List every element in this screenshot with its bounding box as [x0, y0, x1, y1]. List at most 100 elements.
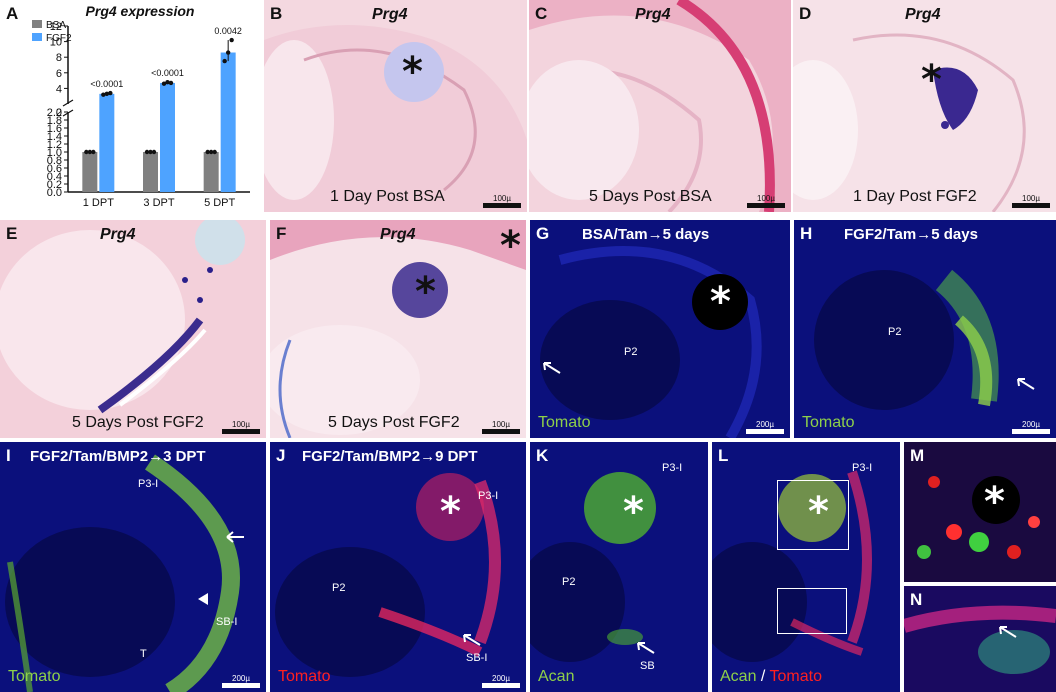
fluorescence-image: [794, 220, 1056, 438]
y-tick-label: 1.8: [47, 115, 62, 127]
panel-i: I FGF2/Tam/BMP2→3 DPT P3-I SB-I T Tomato…: [0, 442, 266, 692]
asterisk-marker: *: [921, 57, 942, 103]
data-point: [151, 149, 157, 155]
y-tick-label: 0.2: [47, 179, 62, 191]
bar-fgf2: [160, 82, 175, 192]
tissue-image: [264, 0, 527, 212]
fluorescence-image: [0, 442, 266, 692]
panel-f: F Prg4 * * 5 Days Post FGF2 100µ: [270, 220, 526, 438]
panel-h: H FGF2/Tam→5 days P2 Tomato 200µ: [794, 220, 1056, 438]
region-label-p3-i: P3-I: [138, 478, 159, 490]
panel-j: J FGF2/Tam/BMP2→9 DPT * P3-I P2 SB-I Tom…: [270, 442, 526, 692]
data-point: [148, 149, 153, 155]
region-label-p3-i: P3-I: [852, 462, 873, 474]
fluorescence-image: [904, 586, 1056, 692]
data-point: [87, 149, 93, 155]
p-value-label: <0.0001: [90, 79, 123, 89]
scale-bar: 100µ: [747, 194, 785, 208]
legend-label: FGF2: [46, 33, 72, 44]
panel-k: K * P3-I P2 SB Acan: [530, 442, 708, 692]
y-tick-label: 1.4: [47, 131, 62, 143]
scale-bar: 100µ: [222, 420, 260, 434]
scale-bar: 200µ: [1012, 420, 1050, 434]
bar-fgf2: [99, 93, 115, 192]
tissue-image: [793, 0, 1056, 212]
stain-label: Tomato: [802, 414, 855, 431]
scale-bar: 200µ: [482, 674, 520, 688]
tissue-image: [270, 220, 526, 438]
gene-label: Prg4: [100, 226, 136, 243]
panel-letter: H: [800, 224, 813, 243]
stain-label: Acan / Tomato: [720, 668, 822, 685]
legend-swatch: [32, 33, 42, 41]
y-tick-label: 1.2: [47, 139, 62, 151]
panel-c: C Prg4 5 Days Post BSA 100µ: [529, 0, 791, 212]
scale-bar: 200µ: [222, 674, 260, 688]
region-label-t: T: [140, 648, 147, 660]
panel-a-chart: A Prg4 expression 0.0 0.2 0.4 0.6 0.8 1.0 1.2 1.…: [0, 0, 262, 212]
y-tick-label: 0.6: [47, 163, 62, 175]
p-value-label: <0.0001: [151, 68, 184, 78]
arrow-indicator: [463, 634, 481, 646]
region-label-p2: P2: [332, 582, 346, 594]
panel-b: B Prg4 * 1 Day Post BSA 100µ: [264, 0, 527, 212]
y-tick-label: 10: [50, 37, 62, 49]
bar-fgf2: [220, 52, 236, 192]
zoom-box-m: [777, 480, 849, 550]
y-tick-label: 1.0: [47, 147, 62, 159]
panel-g: G BSA/Tam→5 days * P2 Tomato 200µ: [530, 220, 790, 438]
axis-break-mark: [62, 99, 74, 107]
stain-label: Tomato: [538, 414, 591, 431]
bar-bsa: [143, 152, 158, 192]
arrow-indicator: [1017, 378, 1035, 390]
panel-title: BSA/Tam→5 days: [582, 226, 710, 243]
panel-letter: E: [6, 224, 18, 243]
zoom-box-n: [777, 588, 847, 634]
asterisk-marker: *: [415, 269, 436, 315]
x-tick-label: 3 DPT: [143, 197, 174, 209]
x-tick-label: 5 DPT: [204, 197, 235, 209]
panel-letter: J: [276, 446, 286, 465]
gene-label: Prg4: [380, 226, 416, 243]
y-tick-label: 1.6: [47, 123, 62, 135]
fluorescence-image: [530, 220, 790, 438]
asterisk-marker: *: [808, 489, 829, 535]
panel-letter: M: [910, 446, 925, 465]
scale-bar: 100µ: [1012, 194, 1050, 208]
y-tick-label: 12: [50, 21, 62, 33]
arrowhead-indicator: [198, 593, 208, 605]
y-tick-label: 2.0: [47, 107, 62, 119]
scale-bar: 100µ: [482, 420, 520, 434]
data-point: [205, 149, 210, 155]
panel-letter: F: [276, 224, 287, 243]
scale-bar: 200µ: [746, 420, 784, 434]
panel-title: FGF2/Tam/BMP2→9 DPT: [302, 448, 478, 465]
panel-m: M *: [904, 442, 1056, 582]
data-point: [84, 149, 89, 155]
gene-label: Prg4: [635, 6, 671, 23]
panel-d: D Prg4 * 1 Day Post FGF2 100µ: [793, 0, 1056, 212]
data-point: [222, 58, 227, 64]
data-point: [168, 80, 174, 86]
chart-title: Prg4 expression: [86, 3, 195, 19]
data-point: [161, 81, 167, 86]
stain-label: Acan: [538, 668, 575, 685]
panel-n: N: [904, 586, 1056, 692]
y-tick-label: 0.0: [47, 187, 62, 199]
asterisk-marker: *: [402, 49, 423, 95]
y-tick-label: 2: [56, 107, 62, 119]
panel-caption: 5 Days Post FGF2: [328, 414, 460, 431]
arrow-indicator: [637, 642, 655, 654]
p-value-label: 0.0042: [214, 26, 242, 36]
region-label-sb: SB: [640, 660, 655, 672]
panel-caption: 1 Day Post FGF2: [853, 188, 977, 205]
x-tick-label: 1 DPT: [83, 197, 114, 209]
region-label-sb-i: SB-I: [466, 652, 488, 664]
panel-l: L * P3-I Acan / Tomato: [712, 442, 900, 692]
fluorescence-image: [530, 442, 708, 692]
tissue-image: [529, 0, 791, 212]
data-point: [144, 149, 150, 155]
y-tick-label: 8: [56, 52, 62, 64]
asterisk-marker: *: [500, 223, 521, 269]
panel-letter: A: [6, 4, 19, 23]
